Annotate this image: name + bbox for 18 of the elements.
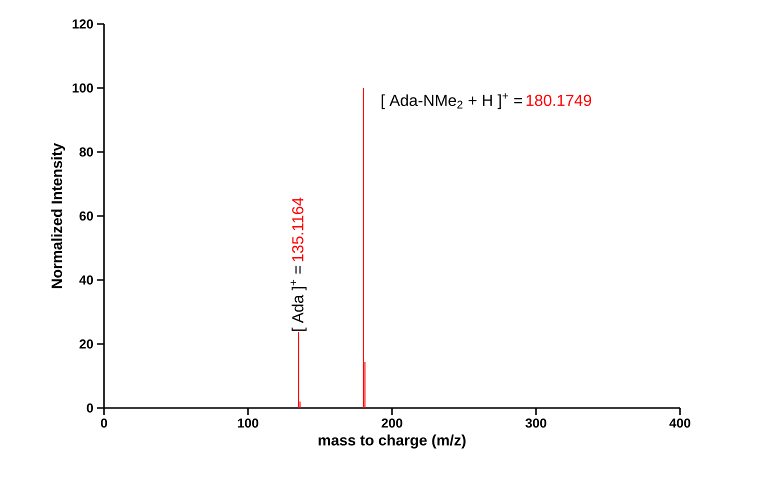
annotation: 180.1749 xyxy=(526,94,592,106)
x-tick-label: 100 xyxy=(238,418,258,428)
x-tick-label: 400 xyxy=(669,418,690,428)
x-tick-label: 200 xyxy=(382,418,402,428)
x-tick-label: 0 xyxy=(100,418,108,428)
y-tick-label: 60 xyxy=(80,211,93,221)
annotation: [ Ada-NMe$_{2}$ + H ]$^{+}$ = xyxy=(382,93,522,110)
y-tick-label: 120 xyxy=(72,19,93,29)
annotation: 135.1164 xyxy=(292,198,304,262)
y-axis-title: Normalized Intensity xyxy=(51,143,66,288)
y-tick-label: 80 xyxy=(80,147,93,157)
annotation: [ Ada ]$^{+}$ = xyxy=(290,266,307,331)
y-tick-label: 100 xyxy=(72,83,93,93)
x-tick-label: 300 xyxy=(525,418,546,428)
y-tick-label: 0 xyxy=(86,403,93,413)
x-axis-title: mass to charge (m/z) xyxy=(318,434,466,449)
y-tick-label: 20 xyxy=(80,339,93,349)
y-tick-label: 40 xyxy=(79,275,93,285)
